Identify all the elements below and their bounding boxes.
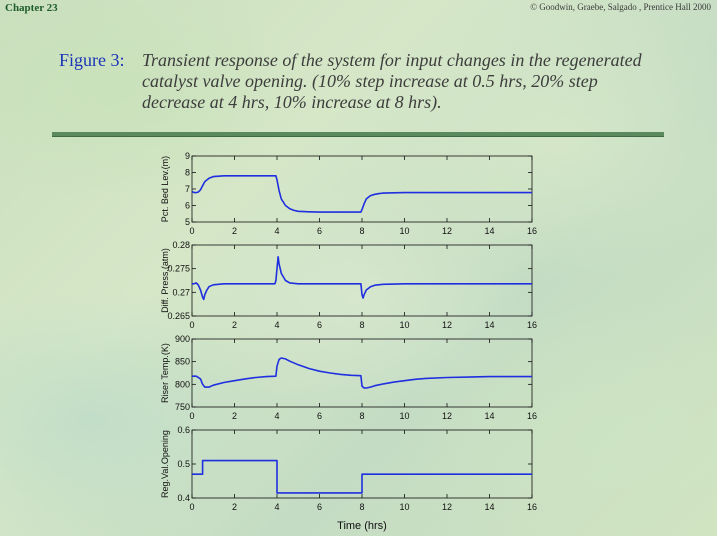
x-tick-label: 14	[484, 226, 494, 236]
y-tick-label: 5	[185, 217, 190, 227]
y-tick-label: 9	[185, 151, 190, 161]
y-tick-label: 0.4	[177, 493, 190, 503]
x-tick-label: 6	[317, 226, 322, 236]
x-tick-label: 8	[359, 502, 364, 512]
y-tick-label: 750	[175, 402, 190, 412]
x-tick-label: 8	[359, 226, 364, 236]
series-line-3	[192, 357, 532, 389]
x-tick-label: 4	[274, 226, 279, 236]
y-axis-label-1: Pct. Bed Lev.(m)	[160, 156, 170, 222]
y-tick-label: 0.6	[177, 425, 190, 435]
series-line-2	[192, 255, 532, 301]
figure-caption: Transient response of the system for inp…	[142, 50, 642, 112]
x-tick-label: 14	[484, 502, 494, 512]
x-tick-label: 10	[399, 320, 409, 330]
x-axis-label: Time (hrs)	[337, 520, 387, 532]
x-tick-label: 2	[232, 320, 237, 330]
series-line-1	[191, 175, 532, 213]
x-tick-label: 10	[399, 502, 409, 512]
x-tick-label: 16	[527, 411, 537, 421]
x-tick-label: 16	[527, 320, 537, 330]
x-tick-label: 0	[189, 320, 194, 330]
y-tick-label: 900	[175, 334, 190, 344]
plot-frame-3	[191, 338, 533, 408]
x-tick-label: 12	[442, 320, 452, 330]
plot-frame-2	[191, 244, 533, 317]
y-tick-label: 6	[185, 201, 190, 211]
x-tick-label: 2	[232, 502, 237, 512]
x-tick-label: 4	[274, 411, 279, 421]
y-tick-label: 0.265	[167, 311, 190, 321]
y-tick-label: 0.28	[172, 240, 190, 250]
x-tick-label: 12	[442, 411, 452, 421]
y-axis-label-3: Riser Temp.(K)	[160, 343, 170, 403]
x-tick-label: 6	[317, 411, 322, 421]
x-tick-label: 10	[399, 411, 409, 421]
figure-label: Figure 3:	[59, 50, 125, 70]
title-divider	[52, 132, 664, 137]
y-tick-label: 0.5	[177, 459, 190, 469]
x-tick-label: 0	[189, 411, 194, 421]
x-tick-label: 6	[317, 320, 322, 330]
x-tick-label: 0	[189, 502, 194, 512]
y-tick-label: 8	[185, 168, 190, 178]
y-axis-label-4: Reg.Val.Opening	[160, 430, 170, 498]
plot-frame-1	[191, 155, 533, 223]
x-tick-label: 10	[399, 226, 409, 236]
y-tick-label: 800	[175, 379, 190, 389]
x-tick-label: 8	[359, 411, 364, 421]
y-axis-label-2: Diff. Press.(atm)	[160, 248, 170, 313]
chapter-label: Chapter 23	[5, 2, 58, 14]
copyright-notice: © Goodwin, Graebe, Salgado , Prentice Ha…	[530, 2, 711, 12]
x-tick-label: 2	[232, 226, 237, 236]
y-tick-label: 7	[185, 184, 190, 194]
x-tick-label: 16	[527, 226, 537, 236]
x-tick-label: 4	[274, 502, 279, 512]
x-tick-label: 2	[232, 411, 237, 421]
x-tick-label: 16	[527, 502, 537, 512]
y-tick-label: 0.27	[172, 287, 190, 297]
y-tick-label: 0.275	[167, 264, 190, 274]
series-line-4	[192, 459, 532, 494]
x-tick-label: 14	[484, 411, 494, 421]
x-tick-label: 12	[442, 226, 452, 236]
x-tick-label: 6	[317, 502, 322, 512]
x-tick-label: 12	[442, 502, 452, 512]
x-tick-label: 8	[359, 320, 364, 330]
x-tick-label: 4	[274, 320, 279, 330]
x-tick-label: 14	[484, 320, 494, 330]
x-tick-label: 0	[189, 226, 194, 236]
y-tick-label: 850	[175, 357, 190, 367]
